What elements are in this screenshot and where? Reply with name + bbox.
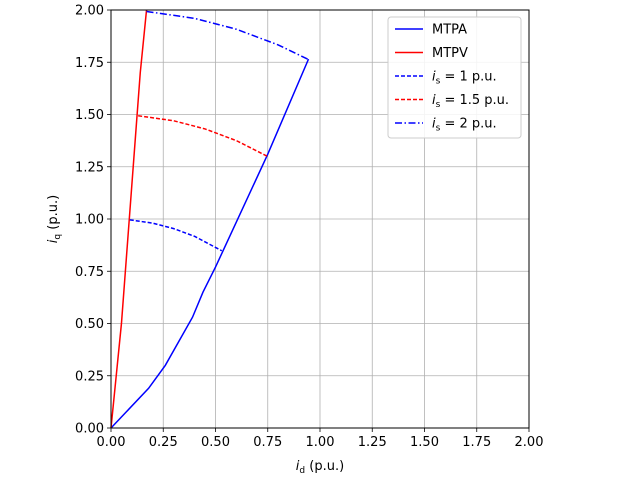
series-line-5 [146, 10, 309, 61]
legend-label-2: MTPV [432, 46, 468, 61]
y-axis-label: iq (p.u.) [46, 195, 63, 243]
series-line-2 [110, 9, 148, 429]
legend-box [387, 16, 522, 139]
y-tick-label: 0.50 [75, 317, 104, 332]
axis-ticks: 0.00 0.25 0.50 0.75 1.00 1.25 1.50 1.75 2.00 0.00… [75, 4, 543, 451]
series-line-4 [138, 115, 269, 158]
y-tick-label: 0.00 [75, 422, 104, 437]
x-tick-label: 0.00 [97, 435, 126, 450]
x-tick-label: 1.25 [358, 435, 387, 450]
y-tick-label: 1.25 [75, 160, 104, 175]
series-line-1 [110, 58, 310, 429]
y-tick-label: 2.00 [75, 4, 104, 19]
x-tick-label: 0.50 [201, 435, 230, 450]
y-tick-label: 1.00 [75, 213, 104, 228]
legend-label-1: MTPA [432, 23, 467, 38]
x-tick-label: 2.00 [515, 435, 544, 450]
y-tick-label: 0.75 [75, 265, 104, 280]
x-tick-label: 0.25 [149, 435, 178, 450]
legend-label-4: is = 1.5 p.u. [432, 93, 509, 110]
x-tick-label: 1.50 [410, 435, 439, 450]
x-tick-label: 1.75 [462, 435, 491, 450]
x-tick-label: 0.75 [253, 435, 282, 450]
legend-label-3: is = 1 p.u. [432, 70, 497, 87]
y-tick-label: 1.50 [75, 108, 104, 123]
series-lines [110, 9, 310, 429]
x-axis-label: id (p.u.) [296, 459, 344, 476]
y-tick-label: 0.25 [75, 369, 104, 384]
legend: MTPA MTPV is = 1 p.u. is = 1.5 p.u. is = 2 p… [387, 16, 522, 139]
y-tick-label: 1.75 [75, 56, 104, 71]
x-tick-label: 1.00 [306, 435, 335, 450]
series-line-3 [129, 219, 223, 252]
legend-label-5: is = 2 p.u. [432, 117, 497, 134]
